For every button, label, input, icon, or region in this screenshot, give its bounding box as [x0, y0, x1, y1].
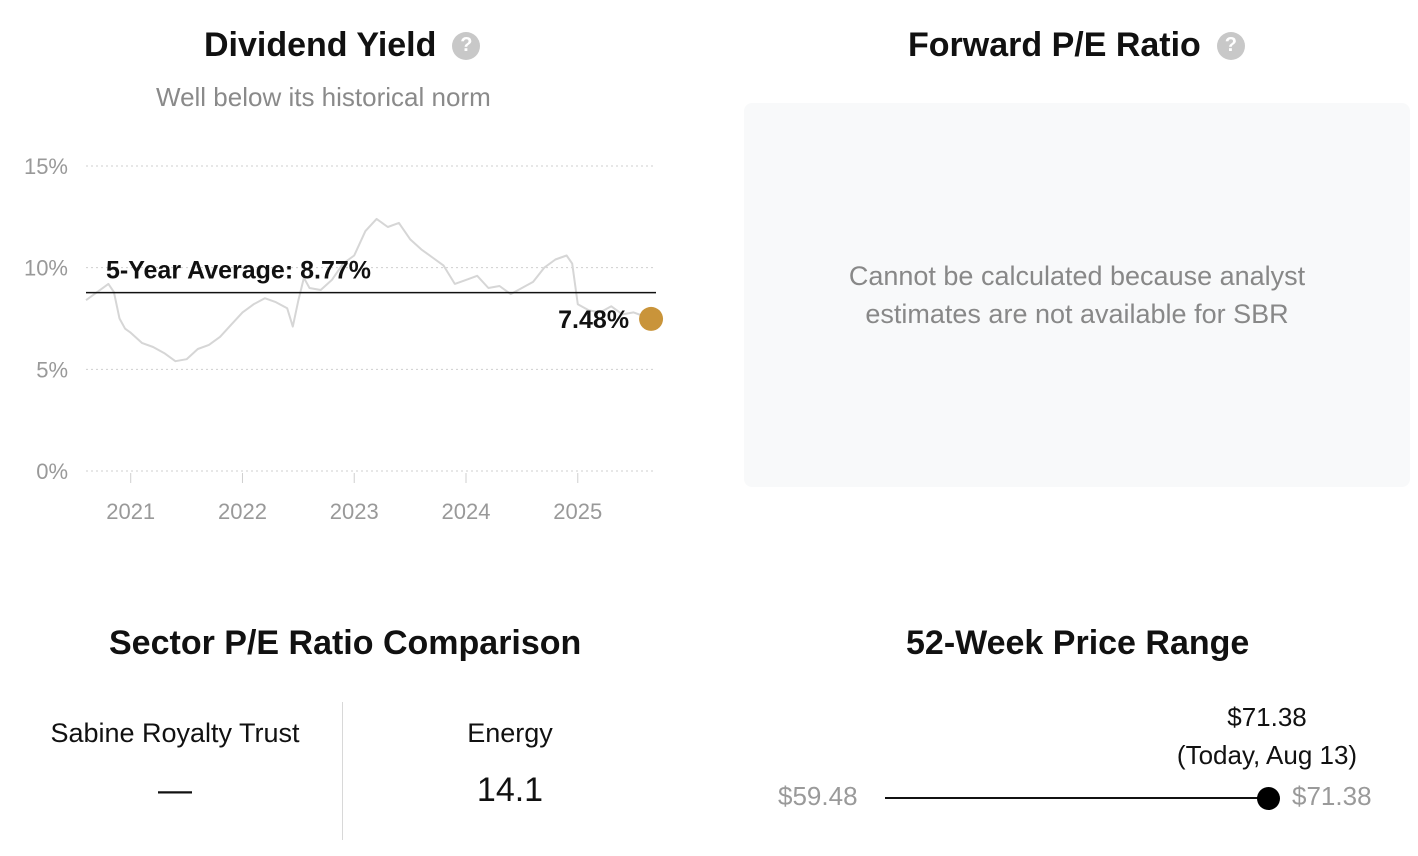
forward-pe-empty-state: Cannot be calculated because analyst est…	[744, 103, 1410, 487]
range-low-label: $59.48	[778, 781, 858, 811]
current-price-label: $71.38	[1227, 702, 1307, 732]
x-tick-label: 2023	[330, 499, 379, 524]
forward-pe-title-text: Forward P/E Ratio	[908, 26, 1201, 64]
compare-divider	[342, 702, 343, 840]
current-price-caption: (Today, Aug 13)	[1176, 740, 1358, 770]
x-tick-label: 2025	[553, 499, 602, 524]
y-tick-label: 0%	[36, 459, 68, 484]
x-tick-label: 2024	[442, 499, 491, 524]
company-pe-value: —	[158, 771, 192, 809]
forward-pe-message: Cannot be calculated because analyst est…	[848, 261, 1306, 329]
price-range-title: 52-Week Price Range	[906, 624, 1249, 663]
price-range-title-text: 52-Week Price Range	[906, 624, 1250, 662]
question-circle-icon[interactable]: ?	[1216, 31, 1245, 60]
current-price-callout: $71.38 (Today, Aug 13)	[1150, 698, 1384, 774]
question-circle-icon[interactable]: ?	[452, 31, 481, 60]
dividend-yield-chart: 15% 10% 5% 0% 2021 2022 2023 2024 2025 5-Year Av…	[24, 154, 664, 524]
y-tick-label: 15%	[24, 154, 68, 179]
current-yield-label: 7.48%	[558, 306, 629, 334]
forward-pe-title: Forward P/E Ratio ?	[908, 26, 1245, 65]
average-label: 5-Year Average: 8.77%	[106, 257, 371, 285]
sector-pe-title-text: Sector P/E Ratio Comparison	[109, 624, 582, 662]
x-tick-label: 2022	[218, 499, 267, 524]
range-high-label: $71.38	[1292, 781, 1372, 811]
dividend-yield-title-text: Dividend Yield	[204, 26, 437, 64]
x-tick-label: 2021	[106, 499, 155, 524]
sector-pe-column: Energy 14.1	[355, 718, 665, 810]
dividend-yield-subtitle: Well below its historical norm	[156, 82, 491, 112]
y-tick-label: 5%	[36, 357, 68, 382]
dividend-yield-title: Dividend Yield ?	[204, 26, 481, 65]
sector-name-label: Energy	[467, 718, 553, 748]
current-yield-dot	[639, 306, 664, 331]
company-pe-column: Sabine Royalty Trust —	[20, 718, 330, 810]
sector-pe-title: Sector P/E Ratio Comparison	[109, 624, 581, 663]
range-track	[885, 797, 1268, 799]
yield-series-line	[85, 217, 646, 363]
company-name-label: Sabine Royalty Trust	[50, 718, 300, 748]
range-current-marker[interactable]	[1257, 787, 1280, 810]
y-tick-label: 10%	[24, 256, 68, 281]
sector-pe-value: 14.1	[476, 771, 544, 809]
